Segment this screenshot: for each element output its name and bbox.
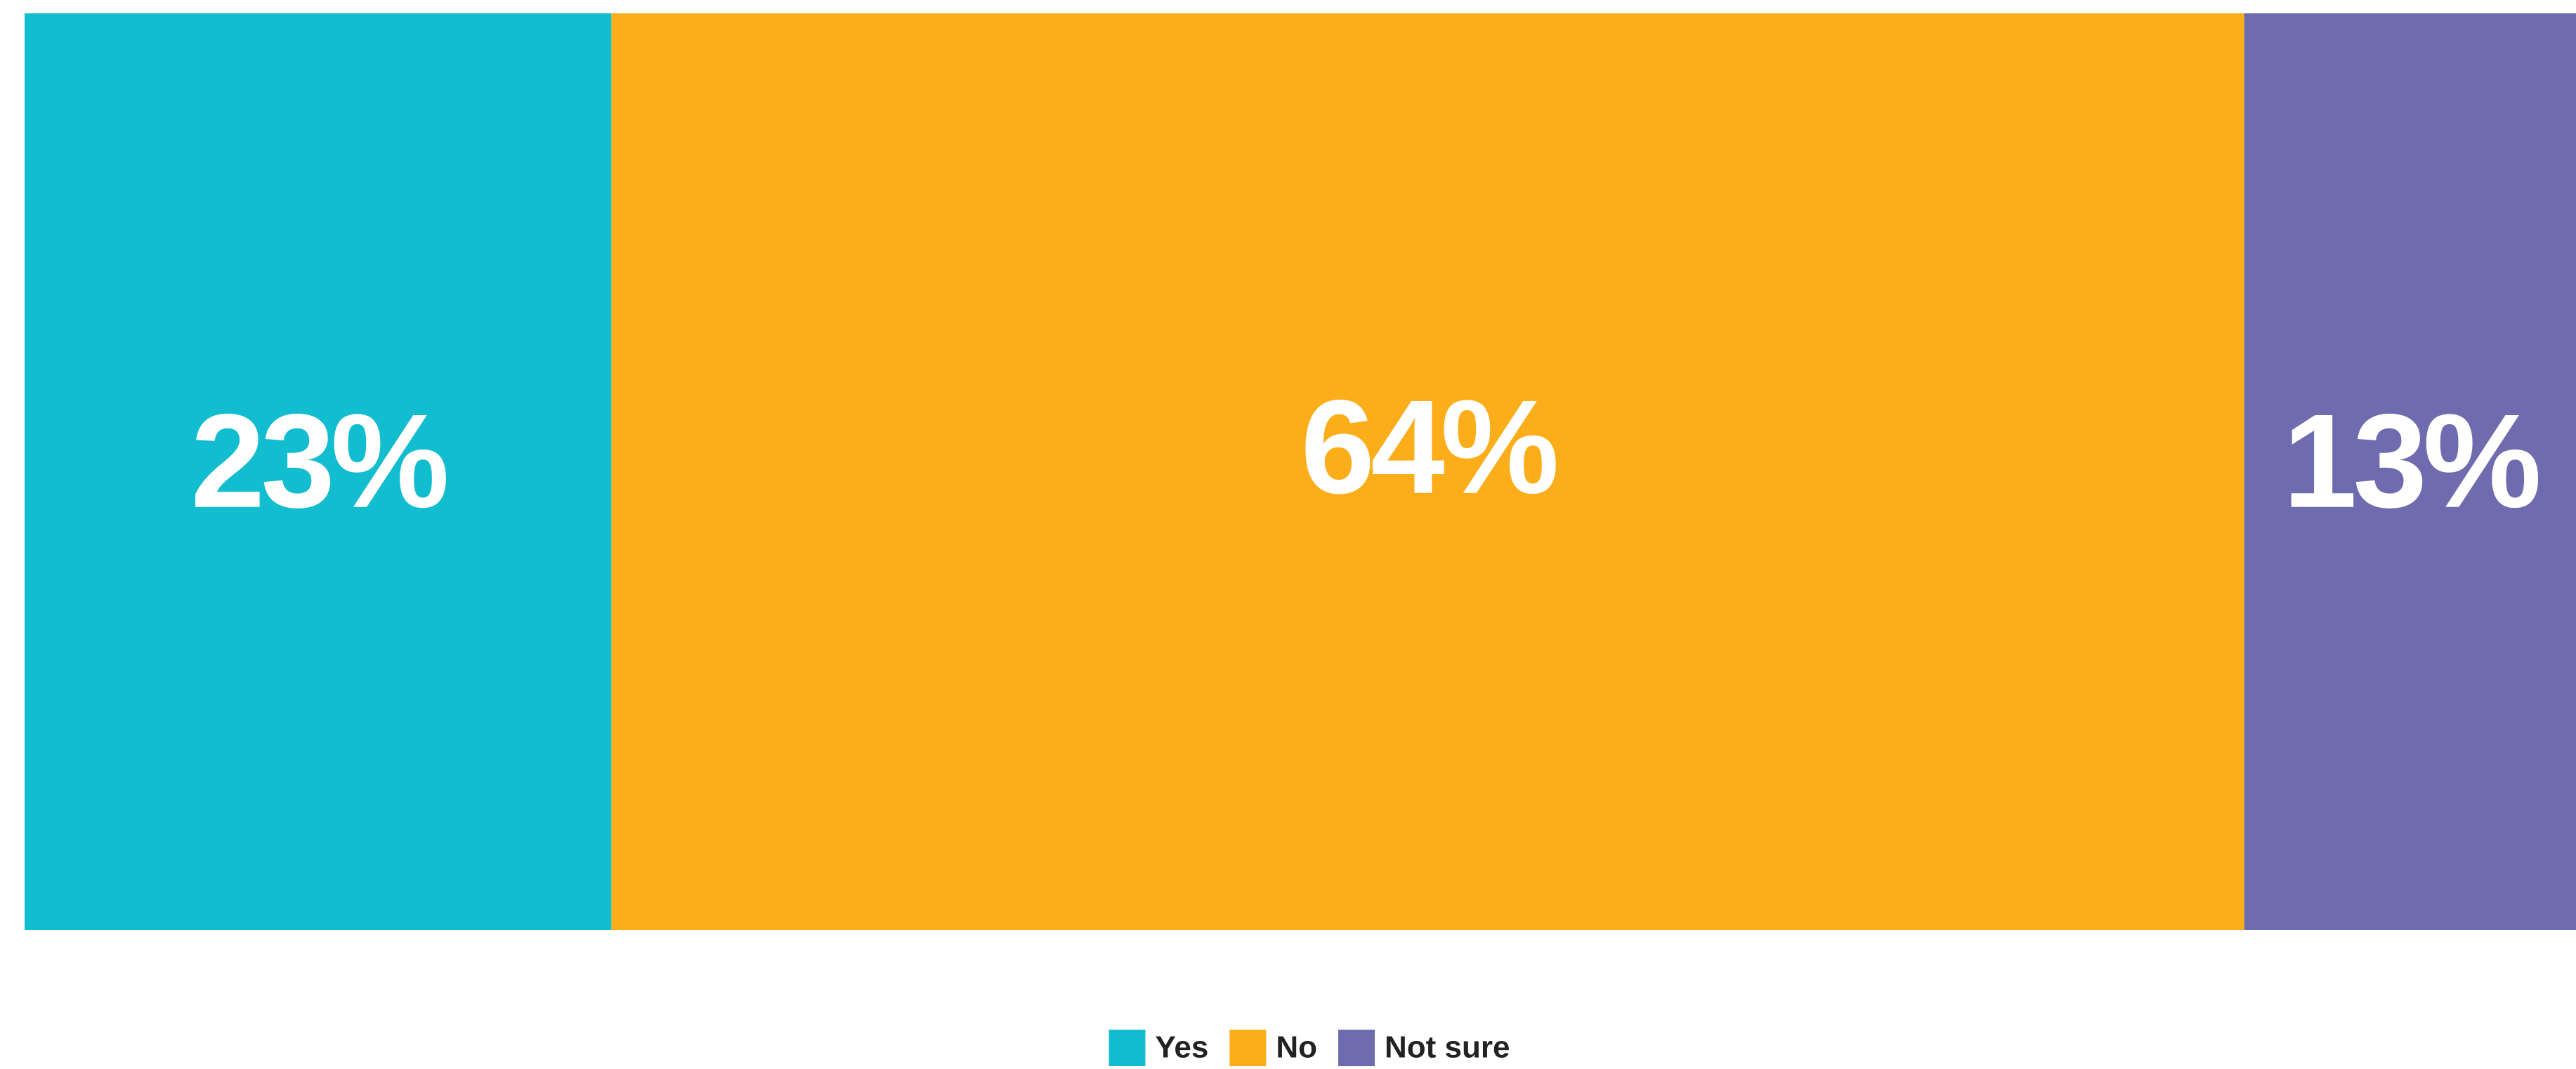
bar-segment: [2244, 13, 2576, 930]
data-label: 13%: [2283, 387, 2538, 536]
data-label: 23%: [191, 387, 446, 536]
data-label: 64%: [1300, 373, 1555, 522]
legend-swatch: [1338, 1030, 1375, 1066]
legend-label: Not sure: [1385, 1030, 1510, 1065]
bar-segment: [611, 13, 2244, 930]
bar-segment: [25, 13, 612, 930]
legend-label: No: [1276, 1030, 1317, 1065]
legend-label: Yes: [1155, 1030, 1208, 1065]
legend-swatch: [1229, 1030, 1267, 1066]
legend-swatch: [1109, 1030, 1146, 1066]
legend: Yes No Not sure: [1109, 1030, 1510, 1066]
